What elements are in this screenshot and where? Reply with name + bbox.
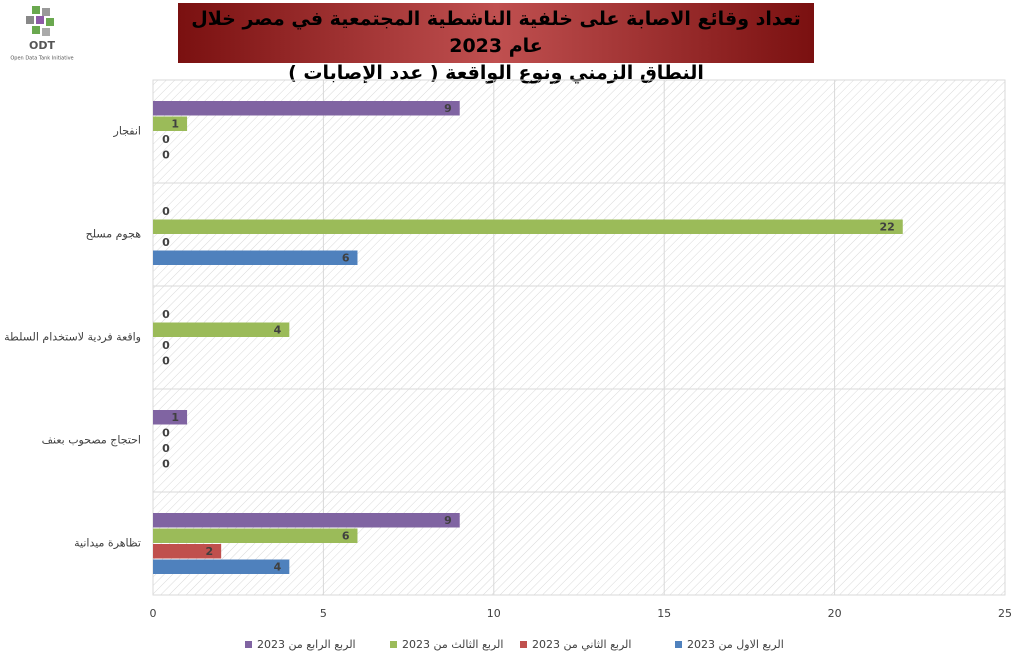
- bar: [153, 513, 460, 528]
- bar: [153, 322, 290, 337]
- category-label: هجوم مسلح: [86, 228, 142, 241]
- bar: [153, 544, 222, 559]
- data-label: 6: [342, 251, 350, 264]
- category-label: تظاهرة ميدانية: [74, 537, 141, 550]
- data-label: 2: [206, 545, 214, 558]
- data-label: 6: [342, 529, 350, 542]
- x-tick-label: 10: [487, 607, 501, 620]
- legend-label: الربع الثاني من 2023: [532, 638, 631, 651]
- data-label: 0: [162, 148, 170, 161]
- data-label: 22: [879, 220, 894, 233]
- data-label: 4: [274, 323, 282, 336]
- logo-tagline: Open Data Tank Initiative: [10, 56, 73, 62]
- bar: [153, 528, 358, 543]
- logo: ODT Open Data Tank Initiative: [4, 2, 84, 70]
- legend-swatch: [245, 641, 252, 648]
- data-label: 0: [162, 236, 170, 249]
- bar: [153, 101, 460, 116]
- data-label: 0: [162, 205, 170, 218]
- legend-swatch: [390, 641, 397, 648]
- data-label: 0: [162, 442, 170, 455]
- data-label: 0: [162, 308, 170, 321]
- plot-area: [152, 79, 1006, 596]
- title-box: تعداد وقائع الاصابة على خلفية الناشطية ا…: [178, 3, 814, 84]
- legend-label: الربع الرابع من 2023: [257, 638, 356, 651]
- chart-subtitle: النطاق الزمني ونوع الواقعة ( عدد الإصابا…: [288, 62, 704, 84]
- data-label: 0: [162, 426, 170, 439]
- bar: [153, 559, 290, 574]
- data-label: 0: [162, 457, 170, 470]
- logo-graphic: ODT Open Data Tank Initiative: [10, 6, 74, 62]
- category-label: واقعة فردية لاستخدام السلطة: [4, 331, 141, 344]
- data-label: 1: [171, 411, 179, 424]
- category-label: احتجاج مصحوب بعنف: [42, 434, 141, 447]
- category-label: انفجار: [113, 125, 141, 138]
- bar: [153, 219, 903, 234]
- bar: [153, 250, 358, 265]
- bar: [153, 410, 188, 425]
- logo-name: ODT: [29, 39, 55, 52]
- chart-title: تعداد وقائع الاصابة على خلفية الناشطية ا…: [191, 8, 801, 57]
- bar: [153, 116, 188, 131]
- legend-label: الربع الاول من 2023: [687, 638, 784, 651]
- data-label: 1: [171, 117, 179, 130]
- legend-label: الربع الثالث من 2023: [402, 638, 503, 651]
- data-label: 0: [162, 133, 170, 146]
- x-tick-label: 25: [998, 607, 1012, 620]
- data-label: 0: [162, 339, 170, 352]
- data-label: 9: [444, 514, 452, 527]
- legend-swatch: [520, 641, 527, 648]
- x-tick-label: 15: [657, 607, 671, 620]
- legend-swatch: [675, 641, 682, 648]
- x-tick-label: 0: [150, 607, 157, 620]
- data-label: 9: [444, 102, 452, 115]
- data-label: 0: [162, 354, 170, 367]
- x-tick-label: 20: [828, 607, 842, 620]
- data-label: 4: [274, 560, 282, 573]
- x-tick-label: 5: [320, 607, 327, 620]
